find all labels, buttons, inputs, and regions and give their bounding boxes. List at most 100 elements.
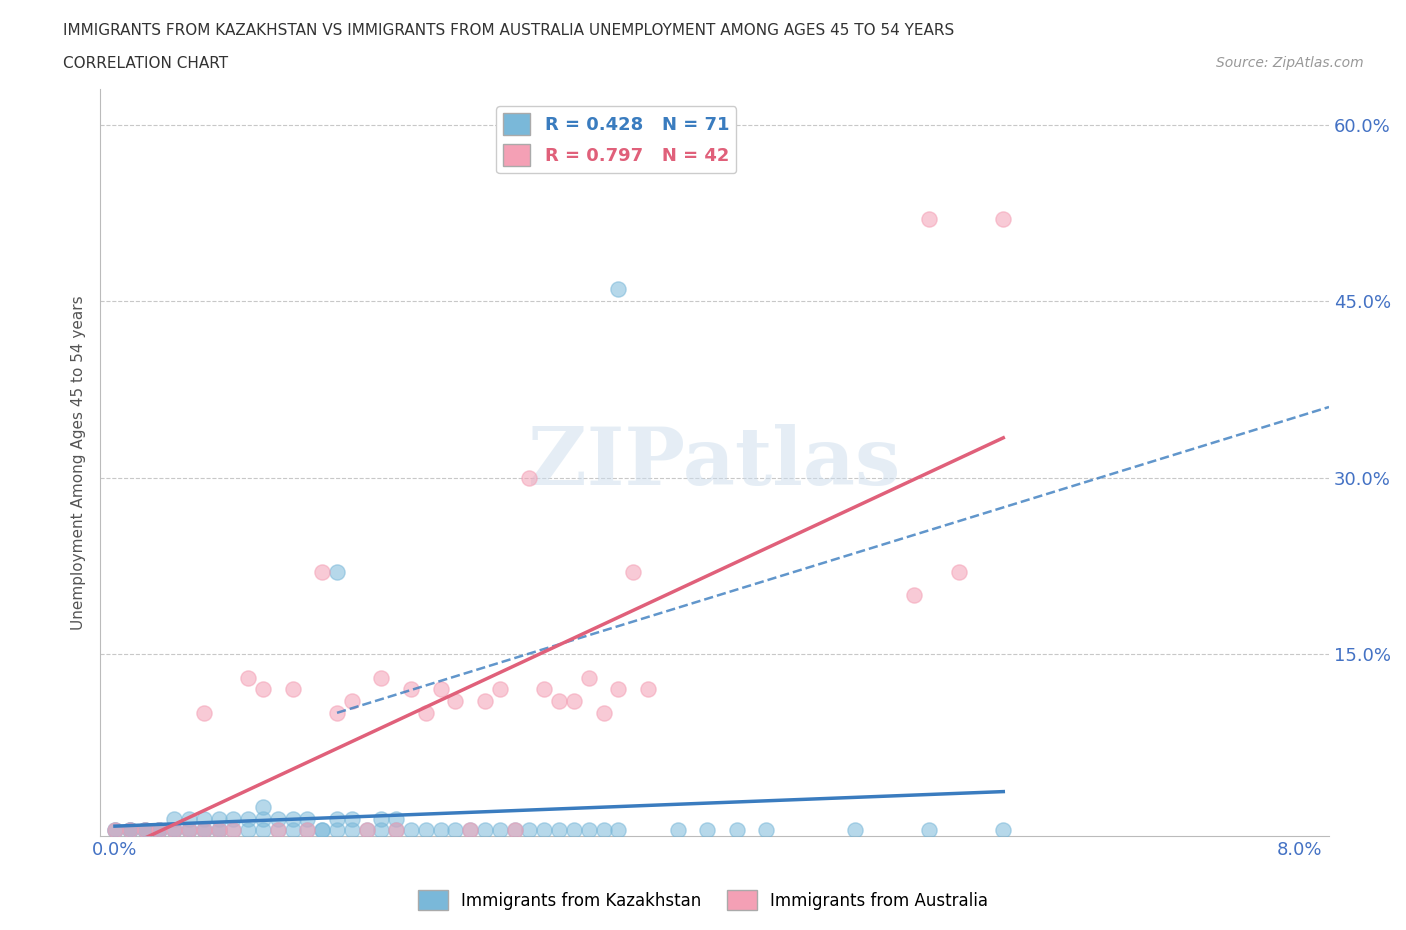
Point — [193, 823, 215, 838]
Point — [267, 823, 290, 838]
Legend: Immigrants from Kazakhstan, Immigrants from Australia: Immigrants from Kazakhstan, Immigrants f… — [412, 884, 994, 917]
Point — [458, 823, 481, 838]
Point — [148, 823, 170, 838]
Point — [562, 823, 585, 838]
Point — [281, 823, 304, 838]
Point — [356, 823, 378, 838]
Point — [548, 823, 571, 838]
Point — [238, 823, 260, 838]
Text: CORRELATION CHART: CORRELATION CHART — [63, 56, 228, 71]
Point — [340, 823, 363, 838]
Point — [503, 823, 526, 838]
Point — [252, 811, 274, 826]
Point — [326, 823, 349, 838]
Point — [118, 823, 141, 838]
Point — [399, 823, 422, 838]
Point — [177, 823, 200, 838]
Point — [297, 823, 319, 838]
Point — [163, 811, 186, 826]
Point — [163, 823, 186, 838]
Point — [207, 823, 229, 838]
Point — [356, 823, 378, 838]
Point — [252, 682, 274, 697]
Point — [134, 823, 156, 838]
Point — [118, 823, 141, 838]
Point — [252, 823, 274, 838]
Point — [503, 823, 526, 838]
Point — [607, 682, 630, 697]
Point — [238, 671, 260, 685]
Point — [222, 823, 245, 838]
Point — [607, 282, 630, 297]
Point — [948, 565, 970, 579]
Point — [252, 800, 274, 815]
Point — [134, 823, 156, 838]
Point — [311, 823, 333, 838]
Point — [311, 823, 333, 838]
Point — [148, 823, 170, 838]
Point — [148, 823, 170, 838]
Point — [207, 823, 229, 838]
Point — [311, 565, 333, 579]
Point — [163, 823, 186, 838]
Point — [326, 565, 349, 579]
Point — [267, 811, 290, 826]
Point — [297, 823, 319, 838]
Point — [415, 823, 437, 838]
Point — [918, 211, 941, 226]
Point — [458, 823, 481, 838]
Point — [340, 811, 363, 826]
Point — [489, 682, 512, 697]
Point — [207, 823, 229, 838]
Point — [370, 671, 392, 685]
Point — [118, 823, 141, 838]
Point — [548, 694, 571, 709]
Point — [474, 823, 496, 838]
Point — [399, 682, 422, 697]
Point — [666, 823, 689, 838]
Point — [118, 823, 141, 838]
Point — [429, 823, 451, 838]
Point — [993, 211, 1015, 226]
Point — [621, 565, 644, 579]
Point — [281, 682, 304, 697]
Point — [177, 811, 200, 826]
Point — [326, 705, 349, 720]
Point — [918, 823, 941, 838]
Text: IMMIGRANTS FROM KAZAKHSTAN VS IMMIGRANTS FROM AUSTRALIA UNEMPLOYMENT AMONG AGES : IMMIGRANTS FROM KAZAKHSTAN VS IMMIGRANTS… — [63, 23, 955, 38]
Point — [104, 823, 127, 838]
Point — [238, 811, 260, 826]
Point — [385, 823, 408, 838]
Point — [222, 811, 245, 826]
Point — [385, 811, 408, 826]
Point — [326, 811, 349, 826]
Point — [755, 823, 778, 838]
Point — [696, 823, 718, 838]
Point — [519, 823, 541, 838]
Point — [163, 823, 186, 838]
Point — [533, 682, 555, 697]
Point — [281, 811, 304, 826]
Point — [370, 811, 392, 826]
Point — [193, 811, 215, 826]
Point — [903, 588, 925, 603]
Point — [607, 823, 630, 838]
Point — [592, 823, 614, 838]
Point — [134, 823, 156, 838]
Point — [370, 823, 392, 838]
Point — [578, 671, 600, 685]
Point — [222, 823, 245, 838]
Point — [993, 823, 1015, 838]
Point — [267, 823, 290, 838]
Point — [340, 694, 363, 709]
Point — [134, 823, 156, 838]
Text: ZIPatlas: ZIPatlas — [529, 424, 901, 502]
Point — [637, 682, 659, 697]
Y-axis label: Unemployment Among Ages 45 to 54 years: Unemployment Among Ages 45 to 54 years — [72, 296, 86, 631]
Point — [148, 823, 170, 838]
Point — [474, 694, 496, 709]
Point — [578, 823, 600, 838]
Point — [297, 811, 319, 826]
Point — [725, 823, 748, 838]
Point — [562, 694, 585, 709]
